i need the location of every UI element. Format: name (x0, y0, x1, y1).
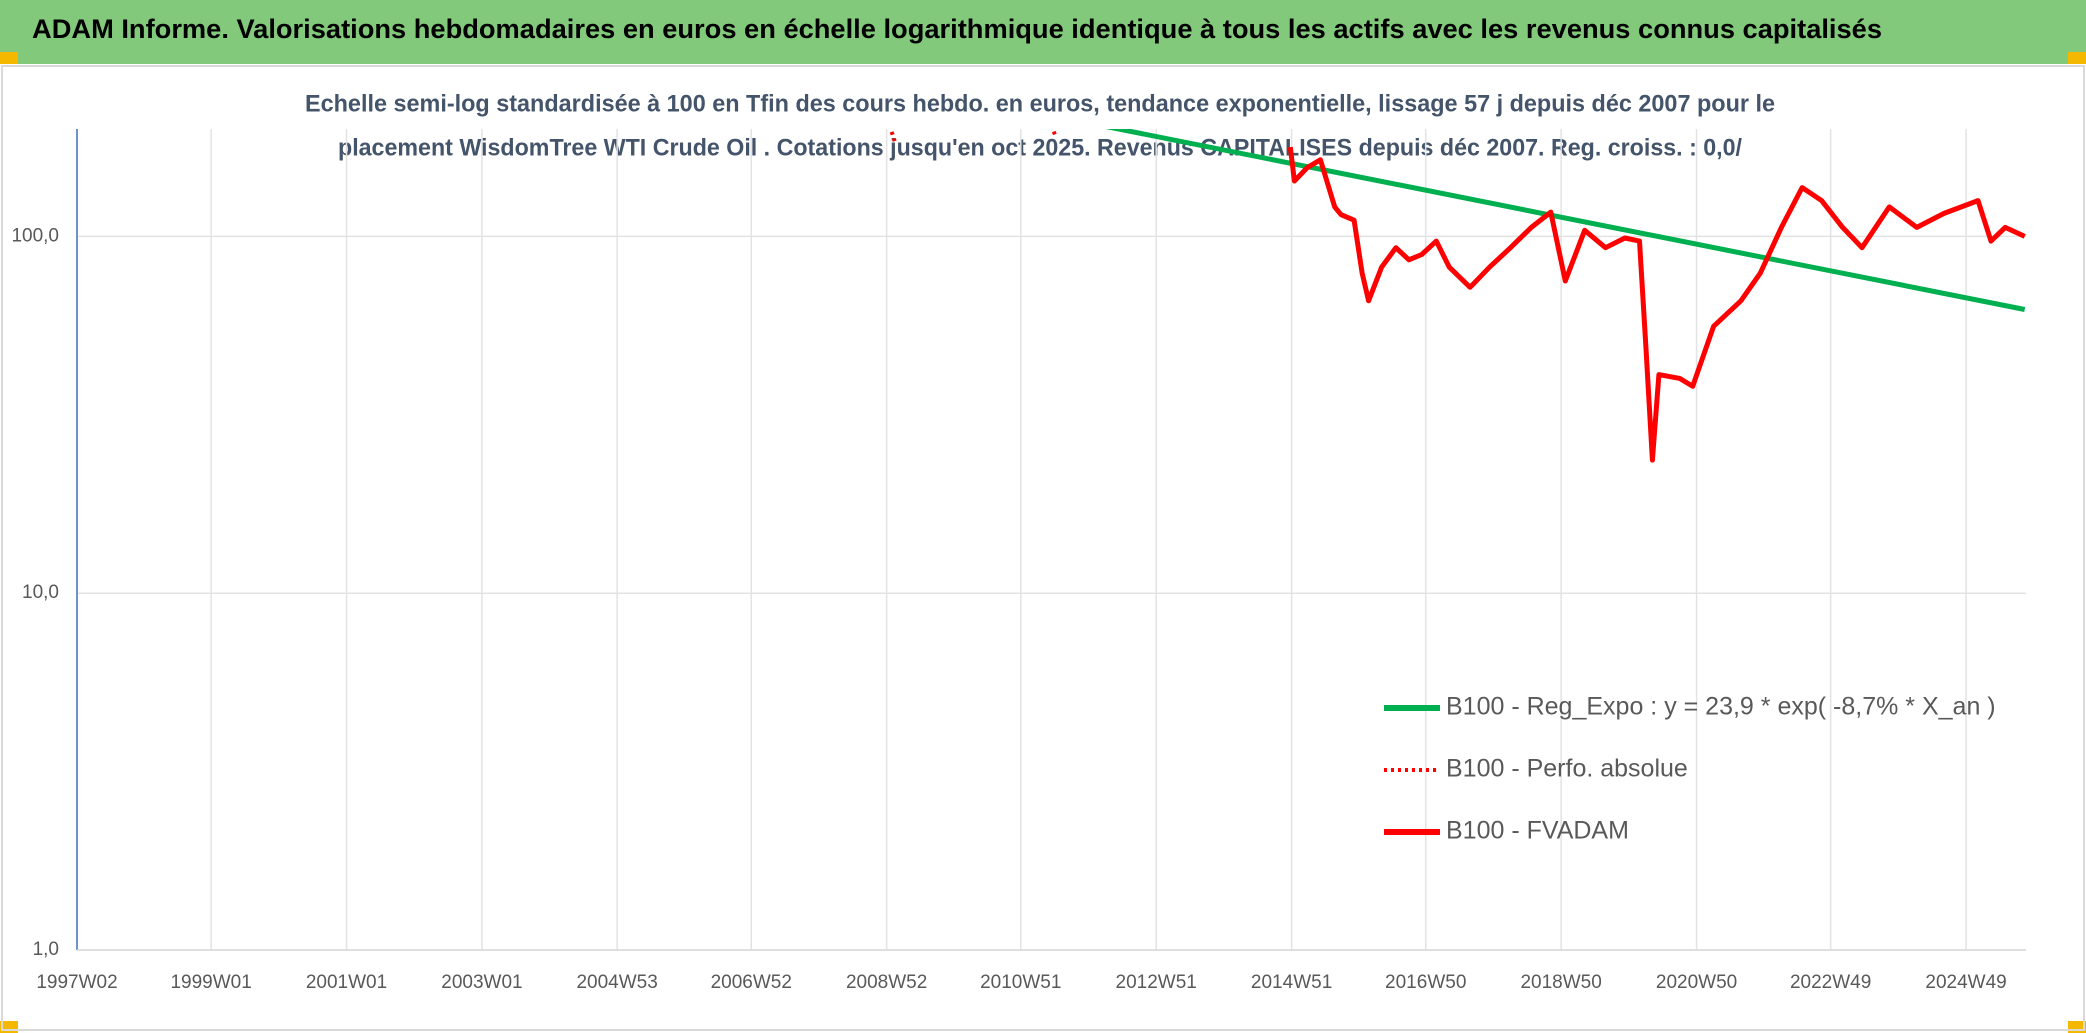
x-tick-label: 2012W51 (1116, 972, 1197, 993)
y-tick-label: 100,0 (11, 225, 59, 246)
x-tick-label: 2008W52 (846, 972, 927, 993)
x-tick-label: 2001W01 (306, 972, 387, 993)
x-tick-label: 2004W53 (576, 972, 657, 993)
x-tick-label: 2003W01 (441, 972, 522, 993)
legend-label: B100 - FVADAM (1446, 817, 1629, 845)
x-tick-label: 2006W52 (711, 972, 792, 993)
x-tick-label: 2020W50 (1656, 972, 1737, 993)
x-tick-label: 2016W50 (1385, 972, 1466, 993)
x-tick-label: 2022W49 (1790, 972, 1871, 993)
legend-label: B100 - Reg_Expo : y = 23,9 * exp( -8,7% … (1446, 693, 1996, 721)
corner-mark (2068, 52, 2086, 64)
corner-mark (0, 52, 18, 64)
data-line (1287, 146, 2026, 463)
data-line (888, 129, 1058, 142)
legend-label: B100 - Perfo. absolue (1446, 755, 1688, 783)
chart-subtitle: Echelle semi-log standardisée à 100 en T… (305, 90, 1775, 117)
x-tick-label: 2010W51 (980, 972, 1061, 993)
title-banner (0, 0, 2086, 64)
data-line (1105, 129, 2026, 312)
x-tick-label: 1999W01 (170, 972, 251, 993)
y-tick-label: 1,0 (33, 939, 59, 960)
plot-area (888, 129, 2026, 463)
chart-border (1, 65, 2085, 1031)
x-tick-label: 2014W51 (1251, 972, 1332, 993)
chart-title: ADAM Informe. Valorisations hebdomadaire… (32, 14, 1882, 44)
x-tick-label: 1997W02 (36, 972, 117, 993)
x-tick-label: 2024W49 (1925, 972, 2006, 993)
x-tick-label: 2018W50 (1520, 972, 1601, 993)
chart-subtitle: placement WisdomTree WTI Crude Oil . Cot… (338, 134, 1742, 161)
y-tick-label: 10,0 (22, 582, 59, 603)
